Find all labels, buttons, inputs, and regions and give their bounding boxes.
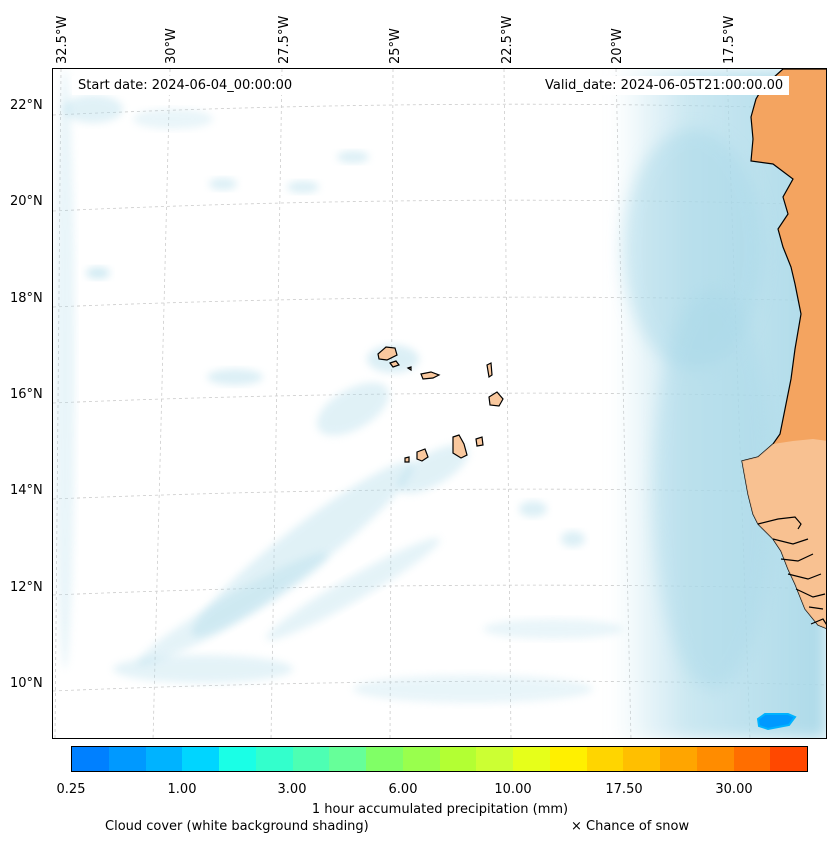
start-date-label: Start date: 2024-06-04_00:00:00 <box>72 76 299 95</box>
cloud-cover-shading <box>55 69 826 738</box>
lat-label-18n: 18°N <box>10 291 43 306</box>
valid-date-label: Valid_date: 2024-06-05T21:00:00.00 <box>539 76 790 95</box>
lon-label-30w: 30°W <box>164 28 179 64</box>
colorbar-segment <box>366 747 403 771</box>
colorbar-segment <box>770 747 807 771</box>
island-sao-vicente <box>389 360 400 368</box>
colorbar-title: 1 hour accumulated precipitation (mm) <box>311 802 569 817</box>
island-maio <box>475 436 484 447</box>
lat-label-16n: 16°N <box>10 387 43 402</box>
colorbar-segment <box>219 747 256 771</box>
island-sao-nicolau <box>420 371 441 380</box>
colorbar-tick-30-00: 30.00 <box>715 782 753 797</box>
lon-label-20w: 20°W <box>610 28 625 64</box>
lon-label-27-5w: 27.5°W <box>277 15 292 64</box>
colorbar-segment <box>733 747 771 771</box>
colorbar-tick-1-00: 1.00 <box>167 782 197 797</box>
map-canvas <box>53 69 826 738</box>
colorbar-segment <box>696 747 734 771</box>
coastline-detail <box>757 516 826 625</box>
colorbar-segment <box>182 747 219 771</box>
colorbar-segment <box>623 747 660 771</box>
lon-label-25w: 25°W <box>388 28 403 64</box>
lat-label-22n: 22°N <box>10 98 43 113</box>
colorbar-segment <box>402 747 440 771</box>
africa-land-lighter <box>742 439 826 629</box>
colorbar-tick-6-00: 6.00 <box>388 782 418 797</box>
precipitation-area <box>756 713 797 731</box>
colorbar-tick-10-00: 10.00 <box>494 782 532 797</box>
colorbar-segment <box>549 747 587 771</box>
colorbar-segment <box>255 747 293 771</box>
colorbar-tick-0-25: 0.25 <box>56 782 86 797</box>
colorbar-tick-3-00: 3.00 <box>277 782 307 797</box>
colorbar-segment <box>660 747 697 771</box>
lon-label-32-5w: 32.5°W <box>55 15 70 64</box>
island-sal <box>486 362 493 379</box>
cape-verde-islands <box>377 346 504 463</box>
colorbar-segment <box>145 747 183 771</box>
colorbar-segment <box>72 747 109 771</box>
lat-label-12n: 12°N <box>10 580 43 595</box>
colorbar-segment <box>586 747 624 771</box>
lat-label-20n: 20°N <box>10 194 43 209</box>
map-panel[interactable] <box>52 68 827 739</box>
island-brava <box>404 456 410 463</box>
lat-label-10n: 10°N <box>10 676 43 691</box>
colorbar-segment <box>513 747 550 771</box>
snow-legend: × Chance of snow <box>571 819 690 834</box>
island-santa-luzia <box>406 366 412 372</box>
island-santo-antao <box>377 346 398 361</box>
colorbar-segment <box>329 747 366 771</box>
lon-label-17-5w: 17.5°W <box>722 15 737 64</box>
colorbar-segment <box>476 747 513 771</box>
colorbar-tick-17-50: 17.50 <box>605 782 643 797</box>
island-fogo <box>416 448 429 462</box>
colorbar-segment <box>108 747 146 771</box>
island-santiago <box>452 434 468 459</box>
lon-label-22-5w: 22.5°W <box>500 15 515 64</box>
lat-label-14n: 14°N <box>10 483 43 498</box>
colorbar-segment <box>292 747 330 771</box>
cloud-cover-legend: Cloud cover (white background shading) <box>105 819 369 834</box>
colorbar-segment <box>439 747 477 771</box>
precipitation-colorbar <box>71 746 808 772</box>
island-boa-vista <box>488 391 504 407</box>
